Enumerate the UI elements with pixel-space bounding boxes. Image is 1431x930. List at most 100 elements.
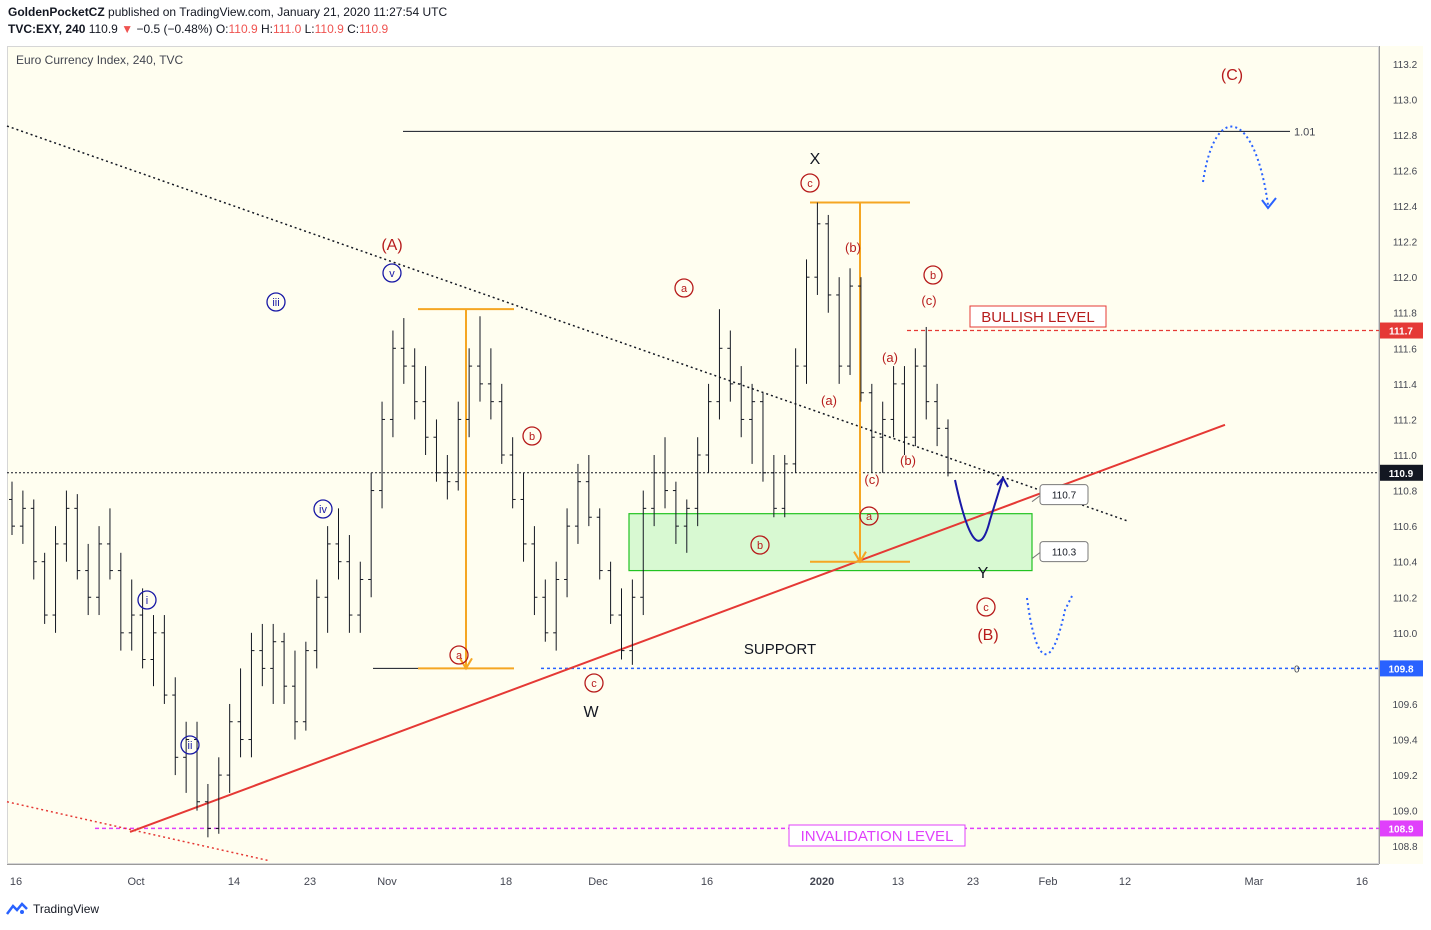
- arrow-head-icon: [1261, 197, 1277, 210]
- ohlc-bar: [738, 366, 745, 438]
- wave-label-v: v: [382, 263, 402, 283]
- ohlc-bar: [498, 383, 505, 464]
- measured-move-2: [810, 201, 910, 564]
- price-tick-label: 109.2: [1392, 771, 1417, 782]
- ohlc-bar: [63, 490, 70, 562]
- time-tick-label: 2020: [810, 876, 834, 888]
- time-tick-label: 18: [500, 876, 512, 888]
- ohlc-bar: [912, 348, 919, 447]
- wave-label-paren-b: (b): [845, 240, 861, 255]
- footer: TradingView: [6, 902, 99, 916]
- wave-label-Y: Y: [978, 565, 989, 582]
- wave-label-b: b: [923, 265, 943, 285]
- ohlc-bar: [237, 668, 244, 758]
- ohlc-bar: [531, 526, 538, 616]
- ohlc-bar: [487, 348, 494, 420]
- wave-label-c: c: [976, 597, 996, 617]
- ohlc-bar: [727, 330, 734, 402]
- down-arrow-icon: ▼: [121, 22, 134, 36]
- price-axis-marker: 111.7: [1380, 322, 1423, 339]
- wave-label-paren-b: (b): [900, 453, 916, 468]
- price-tick-label: 110.8: [1393, 487, 1418, 498]
- time-tick-label: 12: [1119, 876, 1131, 888]
- time-tick-label: 23: [304, 876, 316, 888]
- price-tick-label: 111.8: [1393, 309, 1417, 320]
- time-tick-label: 16: [10, 876, 22, 888]
- ohlc-bar: [574, 463, 581, 544]
- ohlc-bar: [803, 259, 810, 384]
- price-tick-label: 109.0: [1392, 807, 1417, 818]
- ohlc-bar: [945, 419, 951, 477]
- projection-path-solid: [954, 477, 1004, 542]
- svg-text:v: v: [389, 268, 395, 280]
- last-price: 110.9: [88, 22, 118, 36]
- time-tick-label: Nov: [377, 876, 397, 888]
- low-label: L:: [304, 22, 315, 36]
- wave-label-major-A: (A): [381, 237, 402, 254]
- chart-panel[interactable]: [7, 46, 1379, 864]
- lower-dotted-trendline: [6, 801, 269, 862]
- ohlc-bar: [629, 579, 636, 665]
- ohlc-bar: [183, 721, 190, 793]
- svg-text:110.7: 110.7: [1052, 491, 1077, 502]
- ohlc-bar: [596, 508, 603, 580]
- svg-text:c: c: [591, 678, 597, 690]
- ohlc-bar: [379, 401, 386, 509]
- ohlc-bar: [226, 703, 233, 793]
- support-label: SUPPORT: [744, 641, 816, 658]
- svg-text:a: a: [866, 511, 873, 523]
- ohlc-bar: [923, 326, 930, 420]
- svg-text:iii: iii: [272, 297, 279, 309]
- author-name[interactable]: GoldenPocketCZ: [8, 5, 105, 19]
- ohlc-bar: [716, 309, 723, 420]
- ohlc-bar: [618, 588, 625, 660]
- price-axis[interactable]: [1379, 46, 1423, 864]
- ohlc-bar: [444, 455, 451, 500]
- svg-text:108.9: 108.9: [1388, 824, 1413, 835]
- ohlc-bar: [759, 392, 766, 482]
- price-axis-marker: 109.8: [1380, 660, 1423, 677]
- time-tick-label: 13: [892, 876, 904, 888]
- ohlc-bar: [96, 526, 103, 616]
- price-tick-label: 112.8: [1393, 131, 1418, 142]
- ohlc-bar: [781, 455, 788, 518]
- price-tick-label: 112.6: [1393, 166, 1418, 177]
- ohlc-bar: [455, 401, 462, 491]
- ohlc-bar: [847, 268, 854, 375]
- ohlc-bar: [879, 401, 886, 473]
- price-tick-label: 111.4: [1393, 380, 1417, 391]
- ohlc-bar: [324, 526, 331, 633]
- projection-path-dotted-low: [1026, 595, 1073, 656]
- descending-trendline: [6, 125, 1128, 522]
- ohlc-bar: [868, 383, 875, 473]
- high-label: H:: [261, 22, 273, 36]
- ohlc-bar: [651, 455, 658, 527]
- ohlc-bar: [814, 202, 821, 295]
- bullish-level-label: BULLISH LEVEL: [969, 305, 1107, 328]
- ohlc-bar: [259, 623, 266, 687]
- wave-label-iii: iii: [266, 292, 286, 312]
- svg-text:c: c: [807, 178, 813, 190]
- price-tick-label: 111.0: [1393, 451, 1417, 462]
- footer-brand[interactable]: TradingView: [33, 902, 100, 916]
- svg-text:iv: iv: [319, 504, 327, 516]
- ohlc-bar: [291, 650, 298, 740]
- ohlc-bar: [607, 561, 614, 624]
- ohlc-bar: [901, 366, 908, 455]
- ohlc-bar: [357, 561, 364, 633]
- time-axis[interactable]: [7, 864, 1379, 890]
- ohlc-bar: [683, 499, 690, 553]
- ohlc-bar: [749, 383, 756, 464]
- wave-label-a: a: [449, 645, 469, 665]
- svg-text:110.3: 110.3: [1052, 548, 1077, 559]
- ohlc-bar: [52, 526, 59, 633]
- symbol-line: TVC:EXY, 240 110.9 ▼ −0.5 (−0.48%) O:110…: [8, 21, 447, 38]
- ohlc-bar: [705, 383, 712, 473]
- ohlc-bar: [41, 552, 48, 624]
- ohlc-bar: [335, 508, 342, 580]
- ohlc-bar: [302, 641, 309, 731]
- ohlc-bar: [30, 499, 37, 580]
- tradingview-logo-icon: [6, 902, 28, 915]
- ohlc-bar: [564, 508, 571, 598]
